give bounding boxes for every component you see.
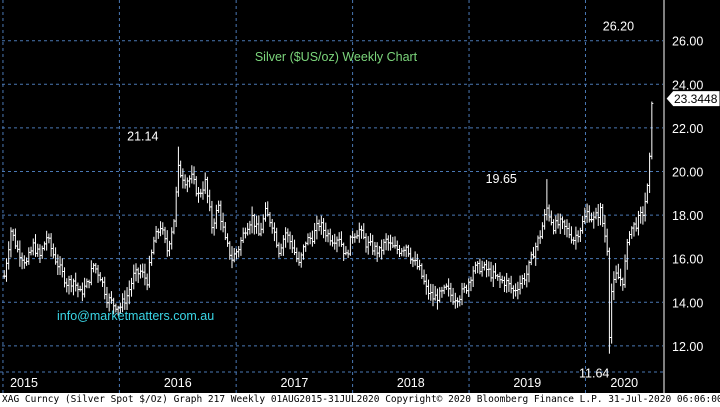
chart-title: Silver ($US/oz) Weekly Chart: [255, 50, 418, 64]
x-tick-label: 2018: [397, 376, 425, 390]
x-tick-label: 2015: [10, 376, 38, 390]
y-tick-label: 18.00: [672, 209, 703, 223]
y-tick-label: 12.00: [672, 340, 703, 354]
x-tick-label: 2017: [280, 376, 308, 390]
y-tick-label: 22.00: [672, 122, 703, 136]
last-price-label: 23.3448: [674, 92, 718, 106]
x-tick-label: 2016: [164, 376, 192, 390]
x-axis-ticks: 2015 2016 2017 2018 2019 2020: [10, 376, 638, 390]
price-annotations: 21.14 19.65 11.64 26.20: [127, 19, 634, 380]
price-annotation-label: 21.14: [127, 130, 158, 144]
bloomberg-footer: XAG Curncy (Silver Spot $/Oz) Graph 217 …: [0, 393, 720, 407]
y-tick-label: 16.00: [672, 253, 703, 267]
price-annotation-label: 26.20: [603, 19, 634, 33]
watermark-email: info@marketmatters.com.au: [57, 309, 214, 323]
x-tick-label: 2019: [513, 376, 541, 390]
price-annotation-label: 19.65: [486, 172, 517, 186]
y-tick-label: 26.00: [672, 35, 703, 49]
price-bars: [2, 101, 654, 354]
y-tick-label: 24.00: [672, 78, 703, 92]
grid-lines: [0, 0, 663, 393]
last-price-marker: 23.3448: [665, 90, 720, 108]
last-price-flag: [665, 90, 720, 108]
y-tick-label: 14.00: [672, 296, 703, 310]
x-tick-label: 2020: [610, 376, 638, 390]
y-axis-ticks: 12.00 14.00 16.00 18.00 20.00 22.00 24.00 26.00: [663, 0, 703, 393]
y-tick-label: 20.00: [672, 165, 703, 179]
price-annotation-label: 11.64: [579, 367, 609, 381]
